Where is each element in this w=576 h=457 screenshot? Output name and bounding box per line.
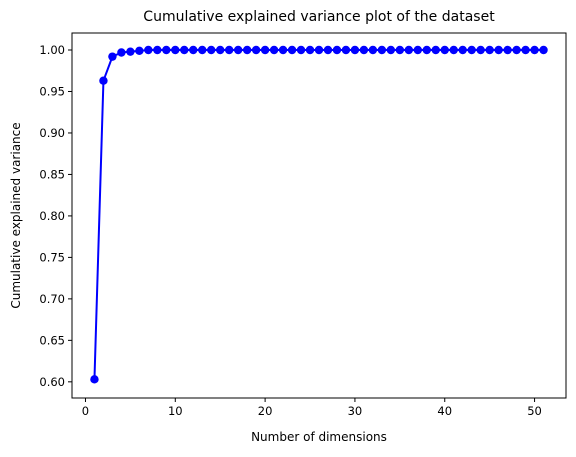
data-point (216, 45, 225, 55)
data-point (323, 45, 333, 55)
data-point (359, 45, 369, 55)
data-point (198, 45, 207, 55)
data-point (413, 45, 422, 55)
data-point (476, 45, 485, 55)
plot-frame (71, 32, 567, 399)
data-point (305, 45, 315, 55)
data-point (467, 45, 476, 55)
data-point (162, 45, 171, 55)
y-tick-label: 0.90 (39, 126, 65, 140)
x-axis-label: Number of dimensions (251, 430, 387, 444)
data-point (171, 45, 180, 55)
chart-title: Cumulative explained variance plot of th… (143, 9, 495, 25)
y-tick-label: 0.80 (39, 209, 65, 223)
data-point (260, 45, 270, 55)
y-tick-label: 0.70 (39, 292, 65, 306)
data-point (485, 45, 494, 55)
data-point (287, 45, 297, 55)
data-point (314, 45, 324, 55)
data-point (117, 48, 126, 57)
series-layer (90, 45, 548, 384)
data-point (404, 45, 414, 55)
data-point (108, 52, 117, 61)
data-point (99, 76, 108, 85)
y-tick-label: 0.60 (39, 375, 65, 389)
data-point (494, 45, 503, 55)
data-point (422, 45, 431, 55)
data-point (180, 45, 189, 55)
data-point (90, 375, 99, 384)
x-tick-label: 0 (82, 404, 89, 418)
data-point (207, 45, 216, 55)
x-tick-label: 20 (258, 404, 273, 418)
plot-background (72, 33, 566, 398)
data-point (539, 45, 548, 55)
x-tick-label: 50 (527, 404, 542, 418)
data-point (269, 45, 279, 55)
data-point (512, 45, 521, 55)
data-point (449, 45, 458, 55)
data-point (386, 45, 396, 55)
y-tick-label: 1.00 (39, 43, 65, 57)
data-point (332, 45, 342, 55)
data-point (251, 45, 261, 55)
y-tick-label: 0.85 (39, 167, 65, 181)
data-point (350, 45, 360, 55)
data-point (153, 45, 162, 55)
data-point (341, 45, 351, 55)
data-point (530, 45, 539, 55)
x-tick-label: 40 (437, 404, 452, 418)
data-point (431, 45, 440, 55)
data-point (368, 45, 378, 55)
data-point (126, 47, 135, 56)
x-axis-ticks: 0 10 20 30 40 50 (82, 398, 542, 418)
y-tick-label: 0.65 (39, 333, 65, 347)
data-point (233, 45, 243, 55)
y-tick-label: 0.75 (39, 250, 65, 264)
data-point (296, 45, 306, 55)
data-point (189, 45, 198, 55)
data-point (521, 45, 530, 55)
y-axis-ticks: 0.60 0.65 0.70 0.75 0.80 0.85 0.90 0.95 1.00 (39, 43, 72, 389)
data-point (224, 45, 234, 55)
data-point (144, 45, 153, 55)
data-point (395, 45, 405, 55)
data-point (242, 45, 252, 55)
x-tick-label: 30 (348, 404, 363, 418)
data-point (440, 45, 449, 55)
data-point (278, 45, 288, 55)
data-point (135, 46, 144, 56)
y-tick-label: 0.95 (39, 84, 65, 98)
y-axis-label: Cumulative explained variance (9, 122, 23, 308)
x-tick-label: 10 (168, 404, 183, 418)
data-point (458, 45, 467, 55)
data-point (377, 45, 387, 55)
data-point (503, 45, 512, 55)
